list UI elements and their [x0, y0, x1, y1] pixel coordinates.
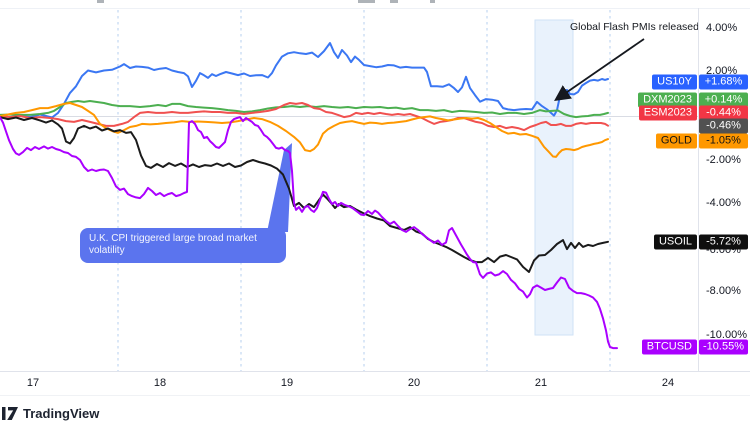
cpi-callout[interactable]: U.K. CPI triggered large broad market vo…: [80, 228, 286, 263]
value-badge-USOIL: -5.72%: [699, 234, 748, 250]
series-line-DXM2023: [0, 100, 609, 119]
pmi-annotation-label[interactable]: Global Flash PMIs released: [570, 21, 699, 33]
value-badge-DXM2023: +0.14%: [699, 92, 748, 108]
cpi-callout-text: U.K. CPI triggered large broad market vo…: [89, 233, 257, 256]
series-line-GOLD: [0, 102, 609, 158]
cropped-title-fragment: [430, 0, 435, 3]
price-axis-border: [698, 8, 699, 371]
tradingview-watermark-text: TradingView: [23, 406, 100, 421]
y-tick-label: 2.00%: [706, 65, 738, 77]
series-line-ESM2023: [0, 102, 609, 132]
x-tick-label: 18: [153, 377, 167, 389]
symbol-tag-DXM2023[interactable]: DXM2023: [638, 92, 697, 108]
y-tick-label: -10.00%: [706, 329, 747, 341]
x-tick-label: 17: [26, 377, 40, 389]
value-badge-GOLD: -1.05%: [699, 133, 748, 149]
time-axis-border: [0, 371, 750, 372]
time-axis-bottom-border: [0, 395, 750, 396]
time-axis[interactable]: [0, 372, 750, 395]
tradingview-watermark[interactable]: TradingView: [2, 406, 99, 421]
cropped-title-fragment: [97, 0, 104, 3]
x-tick-label: 24: [661, 377, 675, 389]
value-badge-US10Y: +1.68%: [699, 74, 748, 90]
tradingview-logo-icon: [2, 407, 18, 420]
value-badge-BTCUSD: -10.55%: [699, 339, 748, 355]
symbol-tag-GOLD[interactable]: GOLD: [655, 133, 697, 149]
y-tick-label: -8.00%: [706, 285, 741, 297]
x-tick-label: 19: [280, 377, 294, 389]
series-line-US10Y: [0, 42, 609, 119]
symbol-tag-US10Y[interactable]: US10Y: [652, 74, 697, 90]
series-line-BTCUSD: [0, 116, 618, 350]
cropped-title-fragment: [358, 0, 375, 3]
pmi-arrow: [554, 38, 645, 102]
x-tick-label: 21: [534, 377, 548, 389]
cropped-title-fragment: [390, 0, 398, 3]
value-badge-ESM2023: -0.44%: [699, 105, 748, 121]
symbol-tag-BTCUSD[interactable]: BTCUSD: [641, 339, 697, 355]
toolbar-divider: [0, 8, 750, 9]
price-axis[interactable]: [698, 8, 750, 371]
y-tick-label: -2.00%: [706, 154, 741, 166]
symbol-tag-USOIL[interactable]: USOIL: [653, 234, 697, 250]
x-tick-label: 20: [407, 377, 421, 389]
y-tick-label: -4.00%: [706, 197, 741, 209]
series-line-USOIL: [0, 116, 609, 273]
y-tick-label: 4.00%: [706, 22, 738, 34]
callout-tail: [267, 143, 292, 232]
symbol-tag-ESM2023[interactable]: ESM2023: [638, 105, 697, 121]
value-badge: -0.46%: [699, 118, 748, 134]
